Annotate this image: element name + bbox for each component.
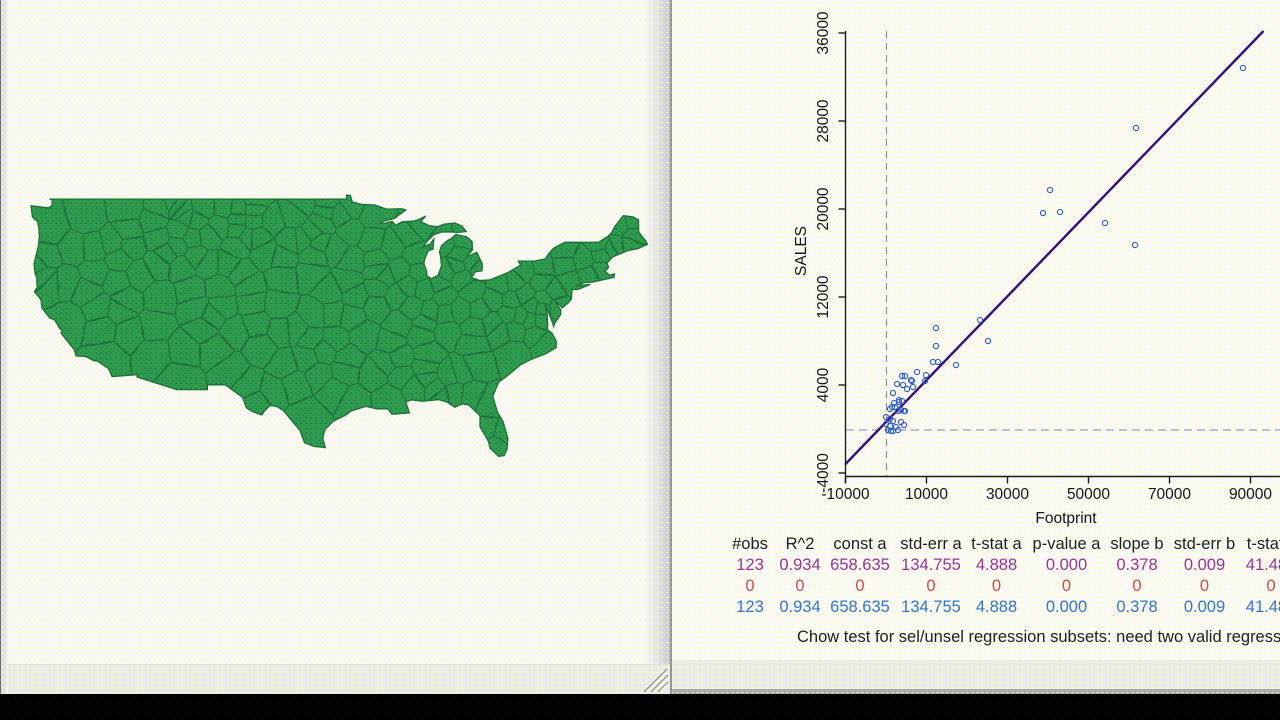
svg-text:t-stat b: t-stat b (1247, 535, 1280, 553)
svg-text:658.635: 658.635 (830, 556, 890, 574)
svg-text:36000: 36000 (815, 11, 832, 54)
svg-text:0: 0 (926, 577, 935, 595)
svg-text:0.934: 0.934 (779, 598, 820, 616)
svg-text:28000: 28000 (815, 99, 832, 142)
svg-text:0: 0 (1132, 577, 1141, 595)
svg-text:0: 0 (1266, 577, 1275, 595)
svg-text:123: 123 (736, 598, 764, 616)
svg-text:4.888: 4.888 (976, 598, 1017, 616)
svg-text:658.635: 658.635 (830, 598, 890, 616)
svg-text:const a: const a (833, 535, 887, 553)
svg-text:0.378: 0.378 (1116, 556, 1157, 574)
svg-text:20000: 20000 (815, 187, 832, 230)
svg-text:70000: 70000 (1148, 486, 1191, 503)
svg-text:slope b: slope b (1110, 535, 1163, 553)
svg-text:90000: 90000 (1229, 486, 1272, 503)
svg-text:0.009: 0.009 (1184, 556, 1225, 574)
svg-text:0: 0 (1062, 577, 1071, 595)
svg-text:0: 0 (1200, 577, 1209, 595)
svg-text:Footprint: Footprint (1035, 510, 1097, 527)
svg-text:0.000: 0.000 (1046, 598, 1087, 616)
svg-text:10000: 10000 (905, 486, 948, 503)
svg-text:12000: 12000 (815, 275, 832, 318)
svg-text:0.378: 0.378 (1116, 598, 1157, 616)
svg-text:123: 123 (736, 556, 764, 574)
svg-text:R^2: R^2 (786, 535, 815, 553)
svg-text:0.934: 0.934 (779, 556, 820, 574)
svg-text:p-value a: p-value a (1033, 535, 1102, 553)
svg-text:50000: 50000 (1067, 486, 1110, 503)
svg-text:0.009: 0.009 (1184, 598, 1225, 616)
svg-text:Chow test for sel/unsel regres: Chow test for sel/unsel regression subse… (797, 628, 1280, 646)
svg-text:0: 0 (795, 577, 804, 595)
svg-text:41.482: 41.482 (1246, 556, 1280, 574)
svg-text:0: 0 (745, 577, 754, 595)
svg-text:t-stat a: t-stat a (971, 535, 1022, 553)
svg-text:41.482: 41.482 (1246, 598, 1280, 616)
svg-text:30000: 30000 (986, 486, 1029, 503)
svg-text:4000: 4000 (815, 367, 832, 402)
svg-text:#obs: #obs (732, 535, 768, 553)
svg-text:0: 0 (992, 577, 1001, 595)
svg-text:134.755: 134.755 (901, 556, 961, 574)
svg-text:std-err a: std-err a (900, 535, 962, 553)
svg-text:4.888: 4.888 (976, 556, 1017, 574)
svg-text:SALES: SALES (793, 226, 810, 276)
svg-text:0: 0 (855, 577, 864, 595)
svg-text:-4000: -4000 (815, 453, 832, 493)
svg-text:0.000: 0.000 (1046, 556, 1087, 574)
svg-text:134.755: 134.755 (901, 598, 961, 616)
svg-text:std-err b: std-err b (1174, 535, 1235, 553)
svg-text:-10000: -10000 (821, 486, 870, 503)
